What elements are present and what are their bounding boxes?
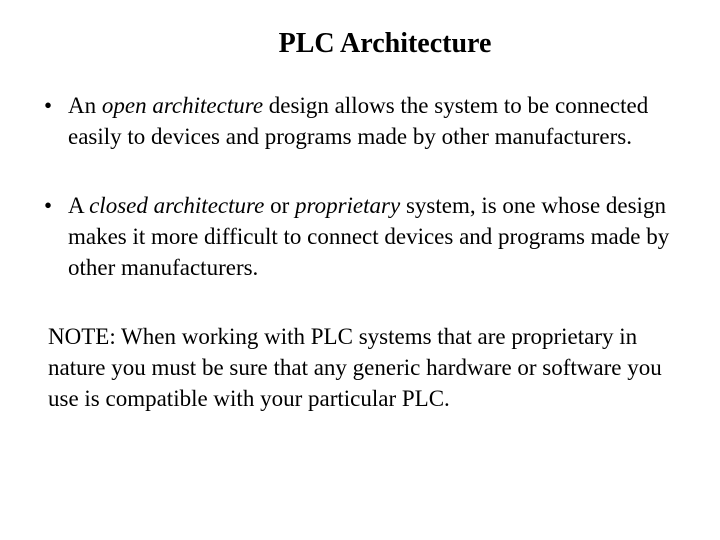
note-text: NOTE: When working with PLC systems that… [40, 321, 680, 414]
bullet-item: • An open architecture design allows the… [40, 90, 680, 152]
bullet-item: • A closed architecture or proprietary s… [40, 190, 680, 283]
bullet-text: An open architecture design allows the s… [68, 90, 680, 152]
slide-title: PLC Architecture [90, 28, 680, 60]
bullet-marker: • [40, 90, 68, 152]
bullet-marker: • [40, 190, 68, 283]
bullet-text: A closed architecture or proprietary sys… [68, 190, 680, 283]
bullet-mid: or [264, 193, 295, 218]
bullet-pre: A [68, 193, 89, 218]
bullet-italic: closed architecture [89, 193, 264, 218]
bullet-italic2: proprietary [295, 193, 400, 218]
bullet-italic: open architecture [102, 93, 263, 118]
bullet-pre: An [68, 93, 102, 118]
